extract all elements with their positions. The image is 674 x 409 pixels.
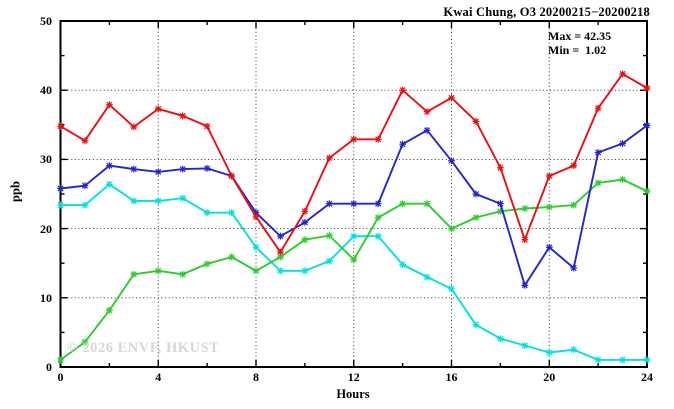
markers-cyan-line — [57, 180, 651, 364]
max-value-label: Max = 42.35 — [548, 29, 612, 43]
y-tick-label-10: 10 — [40, 290, 52, 305]
y-axis-title: ppb — [8, 181, 23, 202]
min-value-label: Min = 1.02 — [548, 43, 607, 57]
watermark: © 2026 ENVF, HKUST — [67, 340, 220, 356]
y-tick-label-40: 40 — [40, 83, 52, 98]
chart-title: Kwai Chung, O3 20200215−20200218 — [443, 5, 650, 19]
y-tick-label-20: 20 — [40, 221, 52, 236]
markers-blue-line — [57, 122, 651, 289]
y-tick-label-0: 0 — [46, 360, 52, 374]
x-tick-label-8: 8 — [253, 370, 259, 384]
x-axis-title: Hours — [336, 387, 370, 401]
markers-red-line — [57, 70, 651, 256]
y-tick-label-50: 50 — [40, 14, 52, 28]
markers-green-line — [57, 176, 651, 364]
y-tick-label-30: 30 — [40, 152, 52, 167]
maxmin-annotation: Max = 42.35 Min = 1.02 — [548, 29, 611, 57]
x-tick-label-20: 20 — [543, 370, 556, 384]
x-tick-label-12: 12 — [347, 370, 360, 384]
x-tick-label-24: 24 — [641, 370, 653, 384]
x-tick-label-4: 4 — [155, 370, 162, 384]
x-tick-label-0: 0 — [57, 370, 64, 384]
x-tick-label-16: 16 — [445, 370, 458, 384]
